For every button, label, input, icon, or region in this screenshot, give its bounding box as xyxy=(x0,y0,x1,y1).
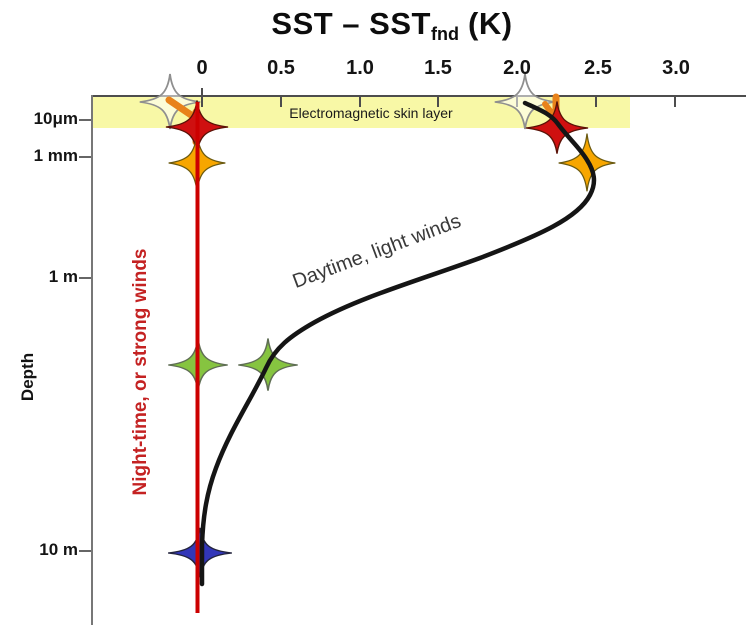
y-tick-label-1mm: 1 mm xyxy=(33,146,78,165)
x-tick-label-0: 0 xyxy=(196,57,208,79)
chart-title-right: (K) xyxy=(458,6,513,41)
y-axis-ticks xyxy=(79,119,91,552)
x-tick-label-2p5: 2.5 xyxy=(584,57,612,79)
x-tick-label-2p0: 2.0 xyxy=(503,57,531,79)
chart-title: SST – SSTfnd (K) xyxy=(271,6,512,45)
skin-layer-label: Electromagnetic skin layer xyxy=(289,105,453,121)
day-profile-curve xyxy=(199,100,597,587)
chart-title-left: SST – SST xyxy=(271,6,431,41)
y-tick-label-10m: 10 m xyxy=(39,540,78,559)
y-tick-label-10um: 10μm xyxy=(33,109,78,128)
x-tick-label-1p5: 1.5 xyxy=(424,57,452,79)
x-tick-label-3p0: 3.0 xyxy=(662,57,690,79)
chart-title-subscript: fnd xyxy=(430,24,459,44)
x-tick-label-1p0: 1.0 xyxy=(346,57,374,79)
x-tick-label-0p5: 0.5 xyxy=(267,57,295,79)
y-tick-label-1m: 1 m xyxy=(48,267,78,286)
y-axis-title: Depth xyxy=(18,352,37,402)
night-series-label: Night-time, or strong winds xyxy=(130,248,151,496)
